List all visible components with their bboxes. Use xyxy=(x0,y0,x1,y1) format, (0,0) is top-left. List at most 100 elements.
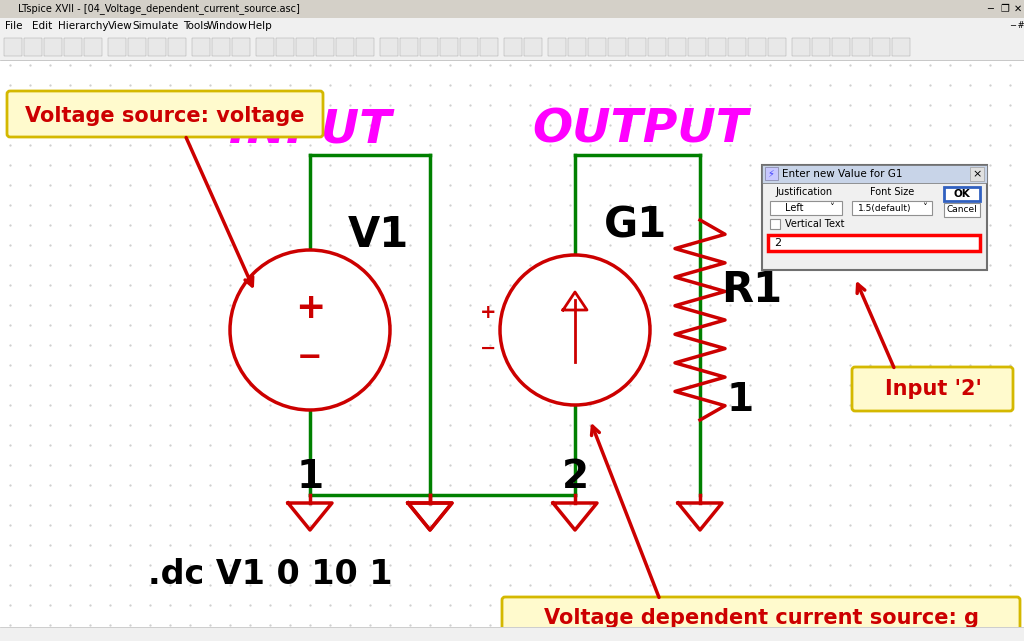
Bar xyxy=(84,38,102,56)
Bar xyxy=(608,38,626,56)
Text: ✕: ✕ xyxy=(1014,4,1022,14)
Text: Tools: Tools xyxy=(183,21,209,31)
Bar xyxy=(4,38,22,56)
Bar xyxy=(108,38,126,56)
Bar xyxy=(792,38,810,56)
Text: 2: 2 xyxy=(774,238,781,248)
FancyBboxPatch shape xyxy=(852,367,1013,411)
Text: V1: V1 xyxy=(347,214,409,256)
Text: −: − xyxy=(480,338,497,358)
Bar xyxy=(812,38,830,56)
Bar xyxy=(504,38,522,56)
Bar xyxy=(380,38,398,56)
Text: .dc V1 0 10 1: .dc V1 0 10 1 xyxy=(147,558,392,592)
Text: +: + xyxy=(295,291,326,325)
Bar xyxy=(762,165,987,270)
Bar xyxy=(524,38,542,56)
Bar xyxy=(336,38,354,56)
Bar xyxy=(588,38,606,56)
Text: Left: Left xyxy=(784,203,803,213)
Bar xyxy=(852,38,870,56)
Bar xyxy=(892,38,910,56)
Text: G1: G1 xyxy=(603,204,667,246)
Text: INPUT: INPUT xyxy=(228,108,391,153)
Bar xyxy=(440,38,458,56)
Bar xyxy=(628,38,646,56)
Circle shape xyxy=(500,255,650,405)
Bar xyxy=(852,201,932,215)
Text: 1: 1 xyxy=(726,381,754,419)
Bar xyxy=(728,38,746,56)
FancyBboxPatch shape xyxy=(7,91,323,137)
Text: Voltage dependent current source: g: Voltage dependent current source: g xyxy=(544,608,979,628)
Bar xyxy=(44,38,62,56)
Text: Simulate: Simulate xyxy=(132,21,178,31)
Text: 1: 1 xyxy=(296,458,324,496)
Text: Window: Window xyxy=(207,21,248,31)
Bar xyxy=(748,38,766,56)
Bar xyxy=(128,38,146,56)
Bar xyxy=(668,38,686,56)
Bar xyxy=(420,38,438,56)
Bar xyxy=(770,201,842,215)
Bar xyxy=(0,18,1024,34)
Bar xyxy=(0,0,1024,18)
Text: ─ # x: ─ # x xyxy=(1010,22,1024,31)
Bar xyxy=(768,38,786,56)
Bar xyxy=(944,203,980,217)
Bar xyxy=(276,38,294,56)
Bar xyxy=(168,38,186,56)
Text: R1: R1 xyxy=(722,269,782,311)
Bar xyxy=(256,38,274,56)
Text: OK: OK xyxy=(953,189,971,199)
FancyBboxPatch shape xyxy=(502,597,1020,639)
Bar xyxy=(970,167,984,181)
Text: ˅: ˅ xyxy=(923,203,928,213)
Text: −: − xyxy=(297,344,323,372)
Text: Justification: Justification xyxy=(775,187,833,197)
Bar xyxy=(765,167,778,180)
Text: File: File xyxy=(5,21,23,31)
Bar xyxy=(872,38,890,56)
Text: 1.5(default): 1.5(default) xyxy=(858,203,911,213)
Bar xyxy=(316,38,334,56)
Text: ❐: ❐ xyxy=(1000,4,1010,14)
Bar xyxy=(768,235,980,251)
Bar xyxy=(193,38,210,56)
Text: ˅: ˅ xyxy=(829,203,835,213)
Bar xyxy=(212,38,230,56)
Bar xyxy=(232,38,250,56)
Text: 2: 2 xyxy=(561,458,589,496)
Bar xyxy=(770,219,780,229)
Text: +: + xyxy=(480,303,497,322)
Text: View: View xyxy=(108,21,133,31)
Bar xyxy=(762,165,987,183)
Bar xyxy=(480,38,498,56)
Bar xyxy=(63,38,82,56)
Bar xyxy=(24,38,42,56)
Bar xyxy=(648,38,666,56)
Bar xyxy=(0,627,1024,641)
Bar xyxy=(708,38,726,56)
Bar xyxy=(400,38,418,56)
Text: LTspice XVII - [04_Voltage_dependent_current_source.asc]: LTspice XVII - [04_Voltage_dependent_cur… xyxy=(18,4,300,15)
Text: ×: × xyxy=(973,169,982,179)
Text: Cancel: Cancel xyxy=(946,206,977,215)
Bar xyxy=(0,34,1024,60)
Text: Input '2': Input '2' xyxy=(885,379,981,399)
Bar xyxy=(548,38,566,56)
Text: Help: Help xyxy=(248,21,271,31)
Bar xyxy=(356,38,374,56)
Text: Hierarchy: Hierarchy xyxy=(58,21,109,31)
Text: Voltage source: voltage: Voltage source: voltage xyxy=(26,106,305,126)
Bar xyxy=(460,38,478,56)
Text: OUTPUT: OUTPUT xyxy=(532,108,748,153)
Text: ⚡: ⚡ xyxy=(768,169,774,179)
Bar xyxy=(831,38,850,56)
Bar xyxy=(296,38,314,56)
Text: Vertical Text: Vertical Text xyxy=(785,219,845,229)
Bar xyxy=(148,38,166,56)
Bar xyxy=(944,187,980,201)
Bar xyxy=(568,38,586,56)
Circle shape xyxy=(230,250,390,410)
